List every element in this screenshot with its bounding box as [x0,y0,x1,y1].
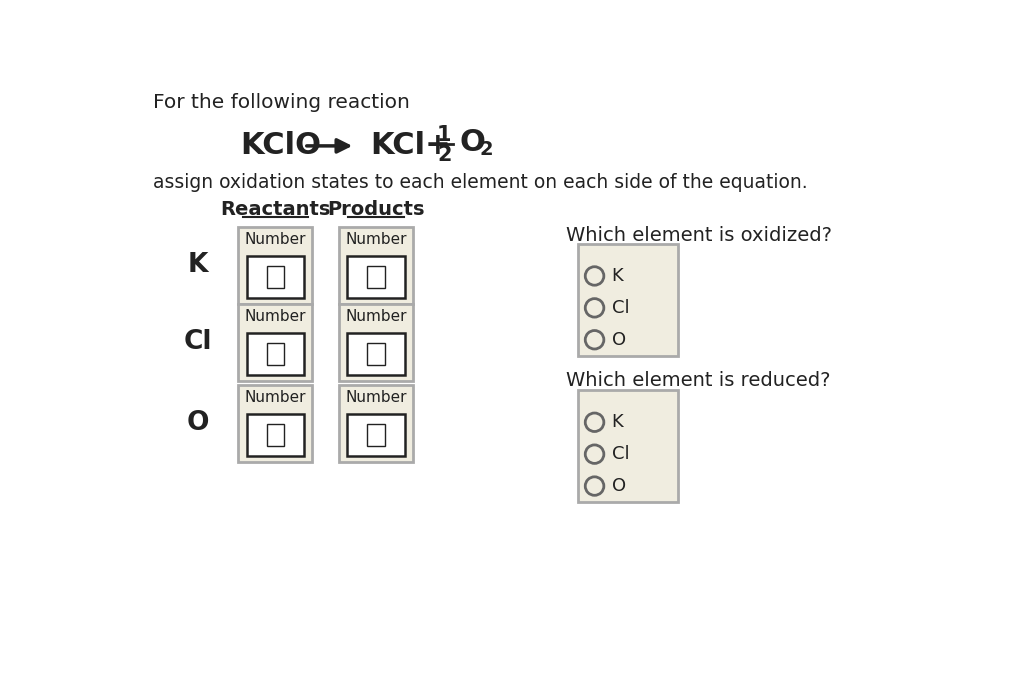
FancyBboxPatch shape [239,303,312,381]
Text: Number: Number [245,232,306,247]
Text: O: O [611,331,626,349]
Text: K: K [611,267,624,285]
FancyBboxPatch shape [368,424,385,446]
FancyBboxPatch shape [347,256,404,299]
Text: For the following reaction: For the following reaction [153,93,410,111]
FancyBboxPatch shape [247,256,304,299]
Text: K: K [611,413,624,432]
FancyBboxPatch shape [578,244,678,356]
FancyBboxPatch shape [339,227,413,303]
FancyBboxPatch shape [368,343,385,365]
FancyBboxPatch shape [339,303,413,381]
Text: O: O [611,477,626,495]
FancyBboxPatch shape [266,424,284,446]
FancyBboxPatch shape [347,414,404,456]
FancyBboxPatch shape [368,266,385,288]
Text: Number: Number [345,390,407,405]
Text: Number: Number [345,232,407,247]
FancyBboxPatch shape [266,266,284,288]
Text: Number: Number [245,309,306,324]
Text: O: O [460,127,485,157]
FancyBboxPatch shape [347,333,404,375]
Text: 2: 2 [437,145,452,165]
Text: Cl: Cl [611,299,629,317]
Text: O: O [186,410,209,436]
Text: Cl: Cl [611,445,629,463]
Text: Number: Number [345,309,407,324]
Text: Products: Products [328,200,425,219]
Text: Reactants: Reactants [220,200,331,219]
FancyBboxPatch shape [239,227,312,303]
Text: Cl: Cl [183,329,212,355]
FancyBboxPatch shape [239,385,312,461]
FancyBboxPatch shape [247,414,304,456]
Text: K: K [187,252,208,278]
Text: assign oxidation states to each element on each side of the equation.: assign oxidation states to each element … [153,173,808,192]
Text: Which element is reduced?: Which element is reduced? [566,371,830,390]
Text: 1: 1 [437,125,452,145]
FancyBboxPatch shape [266,343,284,365]
FancyBboxPatch shape [339,385,413,461]
Text: KClO: KClO [241,132,322,160]
FancyBboxPatch shape [247,333,304,375]
Text: KCl+: KCl+ [371,132,452,160]
FancyBboxPatch shape [578,390,678,502]
Text: Which element is oxidized?: Which element is oxidized? [566,226,831,246]
Text: Number: Number [245,390,306,405]
Text: 2: 2 [479,140,493,159]
